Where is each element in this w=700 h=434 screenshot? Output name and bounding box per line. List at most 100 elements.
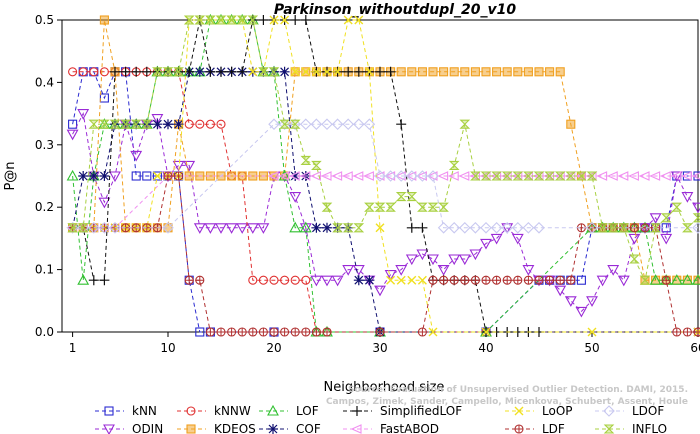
data-point-lof bbox=[692, 274, 700, 285]
data-point-odin bbox=[289, 192, 302, 203]
data-point-ldf bbox=[513, 275, 523, 285]
data-point-ldof bbox=[384, 170, 397, 182]
data-point-ldof bbox=[300, 118, 312, 130]
data-point-cof bbox=[163, 119, 173, 130]
data-point-simplifiedlof bbox=[99, 275, 110, 286]
watermark-line-1: Source: Evaluation of Unsupervised Outli… bbox=[348, 385, 688, 395]
data-point-odin bbox=[384, 270, 397, 281]
data-point-kdeos bbox=[407, 67, 417, 77]
data-point-ldof bbox=[427, 170, 439, 182]
data-point-ldf bbox=[661, 275, 671, 285]
data-point-odin bbox=[310, 275, 323, 287]
data-point-inflo bbox=[554, 171, 566, 181]
data-point-inflo bbox=[173, 67, 184, 77]
legend-label-ldof: LDOF bbox=[632, 404, 664, 418]
data-point-kdeos bbox=[502, 67, 512, 77]
data-point-ldof bbox=[268, 118, 280, 130]
data-point-fastabod bbox=[447, 171, 459, 181]
series-line-inflo bbox=[72, 19, 699, 282]
legend-item-fastabod: FastABOD bbox=[343, 422, 439, 434]
y-tick-label: 0.1 bbox=[35, 263, 54, 277]
data-point-loop bbox=[301, 67, 311, 77]
data-point-inflo bbox=[639, 275, 651, 285]
data-point-inflo bbox=[576, 171, 587, 181]
data-point-kdeos bbox=[396, 67, 406, 77]
data-point-simplifiedlof bbox=[205, 66, 216, 77]
data-point-knn bbox=[131, 171, 141, 181]
legend-marker-lof bbox=[267, 404, 279, 416]
data-point-ldof bbox=[692, 222, 700, 234]
data-point-fastabod bbox=[416, 171, 427, 181]
data-point-inflo bbox=[427, 202, 439, 212]
data-point-simplifiedlof bbox=[353, 66, 364, 77]
data-point-inflo bbox=[236, 15, 248, 25]
data-point-simplifiedlof bbox=[237, 66, 248, 77]
data-point-loop bbox=[322, 67, 332, 77]
legend-item-knn: kNN bbox=[95, 404, 157, 418]
data-point-ldof bbox=[310, 118, 323, 130]
data-point-lof bbox=[649, 274, 662, 285]
legend-label-kdeos: KDEOS bbox=[214, 422, 256, 434]
legend-label-ldf: LDF bbox=[542, 422, 565, 434]
data-point-odin bbox=[660, 233, 673, 245]
legend-label-odin: ODIN bbox=[132, 422, 163, 434]
data-point-fastabod bbox=[458, 171, 470, 181]
data-point-fastabod bbox=[670, 171, 682, 181]
data-point-simplifiedlof bbox=[141, 66, 152, 77]
y-tick-label: 0.2 bbox=[35, 200, 54, 214]
data-point-knnw bbox=[89, 67, 99, 77]
data-point-ldof bbox=[109, 222, 121, 234]
data-point-ldf bbox=[417, 327, 427, 337]
data-point-odin bbox=[215, 223, 227, 234]
data-point-fastabod bbox=[267, 171, 279, 181]
data-point-ldof bbox=[416, 170, 429, 182]
data-point-inflo bbox=[268, 67, 280, 77]
data-point-ldof bbox=[395, 170, 407, 182]
data-point-loop bbox=[375, 223, 385, 233]
data-point-inflo bbox=[226, 15, 237, 25]
data-point-loop bbox=[354, 15, 364, 25]
data-point-ldof bbox=[98, 222, 111, 234]
legend-marker-ldof bbox=[603, 405, 615, 417]
data-point-inflo bbox=[480, 171, 492, 181]
data-point-simplifiedlof bbox=[131, 66, 142, 77]
data-point-kdeos bbox=[481, 67, 491, 77]
data-point-cof bbox=[194, 66, 205, 77]
data-point-loop bbox=[152, 171, 162, 181]
data-point-inflo bbox=[183, 15, 195, 25]
y-tick-label: 0.4 bbox=[35, 75, 54, 89]
data-point-knnw bbox=[258, 275, 268, 285]
data-point-cof bbox=[322, 222, 332, 233]
data-point-fastabod bbox=[575, 171, 586, 181]
data-point-inflo bbox=[565, 171, 577, 181]
data-point-inflo bbox=[332, 223, 343, 233]
data-point-fastabod bbox=[553, 171, 565, 181]
data-point-ldf bbox=[195, 275, 205, 285]
data-point-simplifiedlof bbox=[88, 275, 99, 286]
chart-title: Parkinson_withoutdupl_20_v10 bbox=[274, 2, 517, 18]
data-point-ldof bbox=[66, 222, 79, 234]
data-point-inflo bbox=[162, 67, 174, 77]
data-point-kdeos bbox=[460, 67, 470, 77]
legend-marker-inflo bbox=[603, 424, 615, 434]
series-line-knn bbox=[72, 71, 698, 333]
legend: kNN ODIN kNNW KDEOS LOF COF SimplifiedLOF FastA… bbox=[95, 404, 667, 434]
legend-marker-odin bbox=[103, 424, 115, 434]
data-point-ldof bbox=[321, 118, 333, 130]
data-point-ldof bbox=[448, 222, 460, 234]
data-point-knn bbox=[142, 171, 152, 181]
series-kdeos bbox=[68, 15, 700, 285]
data-point-ldf bbox=[248, 327, 258, 337]
data-point-fastabod bbox=[363, 171, 374, 181]
data-point-odin bbox=[617, 275, 630, 287]
x-axis-title: Neighborhood size bbox=[324, 380, 445, 395]
data-point-lof bbox=[299, 221, 312, 233]
data-point-kdeos bbox=[545, 67, 555, 77]
data-point-odin bbox=[225, 223, 238, 234]
legend-item-kdeos: KDEOS bbox=[177, 422, 256, 434]
data-point-ldf bbox=[237, 327, 247, 337]
data-point-inflo bbox=[629, 254, 640, 264]
legend-item-knnw: kNNW bbox=[177, 404, 251, 418]
data-point-odin bbox=[554, 285, 567, 297]
data-point-ldf bbox=[566, 275, 576, 285]
